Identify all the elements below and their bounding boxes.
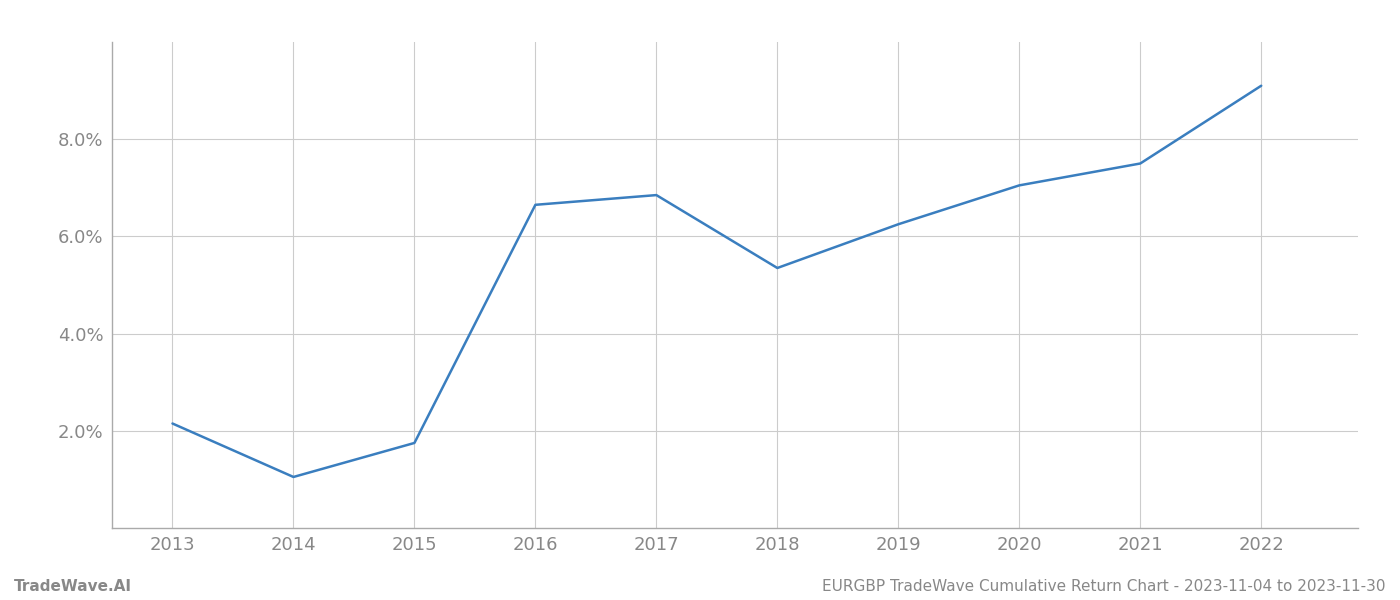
Text: TradeWave.AI: TradeWave.AI [14, 579, 132, 594]
Text: EURGBP TradeWave Cumulative Return Chart - 2023-11-04 to 2023-11-30: EURGBP TradeWave Cumulative Return Chart… [823, 579, 1386, 594]
